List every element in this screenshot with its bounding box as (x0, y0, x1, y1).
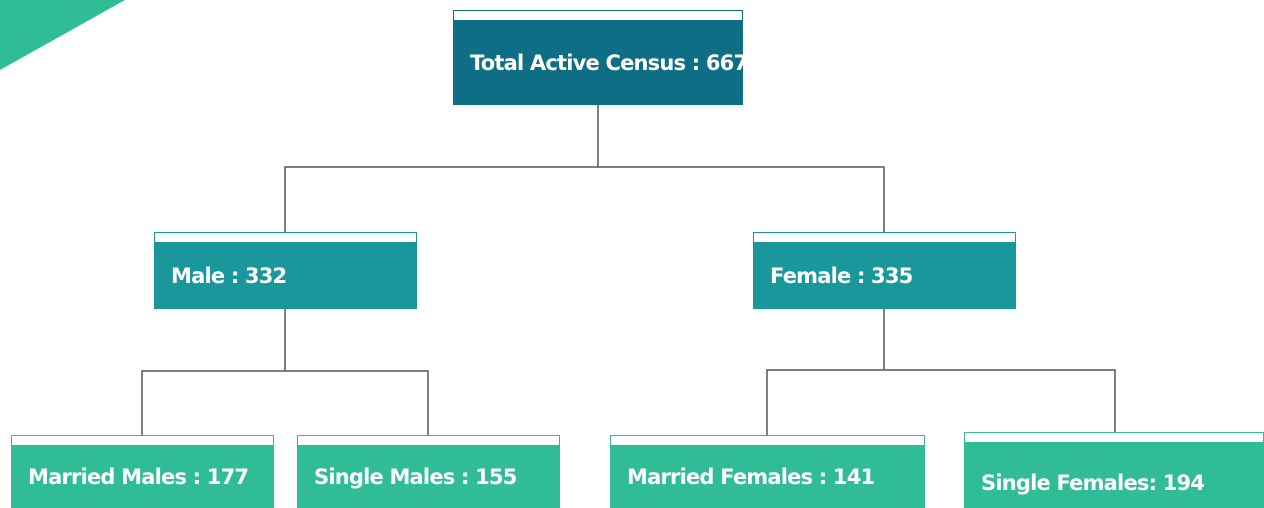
node-label: Married Males : 177 (11, 445, 274, 508)
link (142, 371, 428, 435)
node-label: Single Females: 194 (964, 442, 1264, 508)
link (767, 370, 1115, 435)
node-box: Female : 335 (753, 232, 1016, 309)
node-label: Female : 335 (753, 242, 1016, 309)
node-label: Male : 332 (154, 242, 417, 309)
link (285, 167, 884, 232)
node-box: Single Males : 155 (297, 435, 560, 508)
corner-decoration (0, 0, 125, 70)
node-box: Married Males : 177 (11, 435, 274, 508)
node-box: Married Females : 141 (610, 435, 925, 508)
node-label: Total Active Census : 667 (453, 20, 743, 105)
node-label: Single Males : 155 (297, 445, 560, 508)
node-box: Total Active Census : 667 (453, 10, 743, 105)
node-label: Married Females : 141 (610, 445, 925, 508)
page: Total Active Census : 667 Male : 332 Fem… (0, 0, 1264, 508)
node-box: Male : 332 (154, 232, 417, 309)
node-box: Single Females: 194 (964, 432, 1264, 508)
